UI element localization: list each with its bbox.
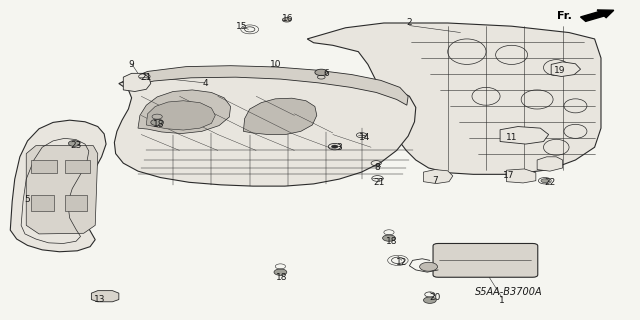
- Text: 11: 11: [506, 133, 517, 142]
- Text: 7: 7: [432, 176, 438, 185]
- Text: 19: 19: [554, 66, 565, 75]
- Text: 22: 22: [544, 178, 556, 187]
- Polygon shape: [124, 73, 151, 92]
- Polygon shape: [10, 120, 106, 252]
- Polygon shape: [537, 157, 563, 171]
- Bar: [65, 160, 90, 173]
- Text: 4: 4: [202, 79, 208, 88]
- Text: 14: 14: [359, 133, 371, 142]
- Text: 21: 21: [373, 178, 385, 187]
- Text: 1: 1: [499, 296, 505, 305]
- Polygon shape: [92, 291, 119, 302]
- Text: 9: 9: [129, 60, 134, 69]
- Circle shape: [383, 235, 396, 241]
- Polygon shape: [147, 101, 215, 130]
- Polygon shape: [307, 23, 601, 174]
- FancyArrow shape: [580, 10, 614, 21]
- Polygon shape: [506, 169, 536, 183]
- Circle shape: [68, 140, 80, 146]
- Text: 18: 18: [387, 237, 398, 246]
- Text: 3: 3: [336, 143, 342, 152]
- Text: 23: 23: [70, 141, 82, 150]
- Text: 18: 18: [276, 273, 287, 282]
- Bar: [65, 195, 87, 211]
- Text: 12: 12: [396, 258, 408, 267]
- Text: 20: 20: [429, 293, 440, 302]
- Text: 17: 17: [502, 172, 514, 180]
- Text: Fr.: Fr.: [557, 11, 572, 21]
- Text: 5: 5: [25, 195, 30, 204]
- Text: 15: 15: [236, 22, 248, 31]
- Bar: [31, 195, 54, 211]
- Bar: [31, 160, 57, 173]
- Polygon shape: [122, 66, 408, 105]
- Circle shape: [424, 297, 436, 303]
- Text: 8: 8: [374, 164, 380, 172]
- Circle shape: [332, 145, 338, 148]
- Polygon shape: [500, 126, 548, 144]
- Circle shape: [151, 119, 164, 125]
- Text: 6: 6: [323, 69, 329, 78]
- Text: 13: 13: [94, 295, 106, 304]
- Text: S5AA-B3700A: S5AA-B3700A: [475, 287, 542, 297]
- Text: 18: 18: [154, 120, 165, 130]
- Circle shape: [315, 69, 328, 76]
- Text: 21: 21: [141, 73, 152, 82]
- Text: 10: 10: [269, 60, 281, 69]
- Polygon shape: [138, 90, 230, 133]
- Circle shape: [282, 18, 291, 22]
- Polygon shape: [26, 146, 98, 234]
- Circle shape: [541, 179, 548, 183]
- Polygon shape: [551, 62, 580, 76]
- Polygon shape: [115, 68, 416, 186]
- Text: 2: 2: [406, 19, 412, 28]
- Polygon shape: [243, 98, 317, 134]
- Circle shape: [274, 269, 287, 275]
- Circle shape: [420, 262, 438, 271]
- Text: 16: 16: [282, 14, 294, 23]
- Polygon shape: [424, 170, 453, 184]
- FancyBboxPatch shape: [433, 244, 538, 277]
